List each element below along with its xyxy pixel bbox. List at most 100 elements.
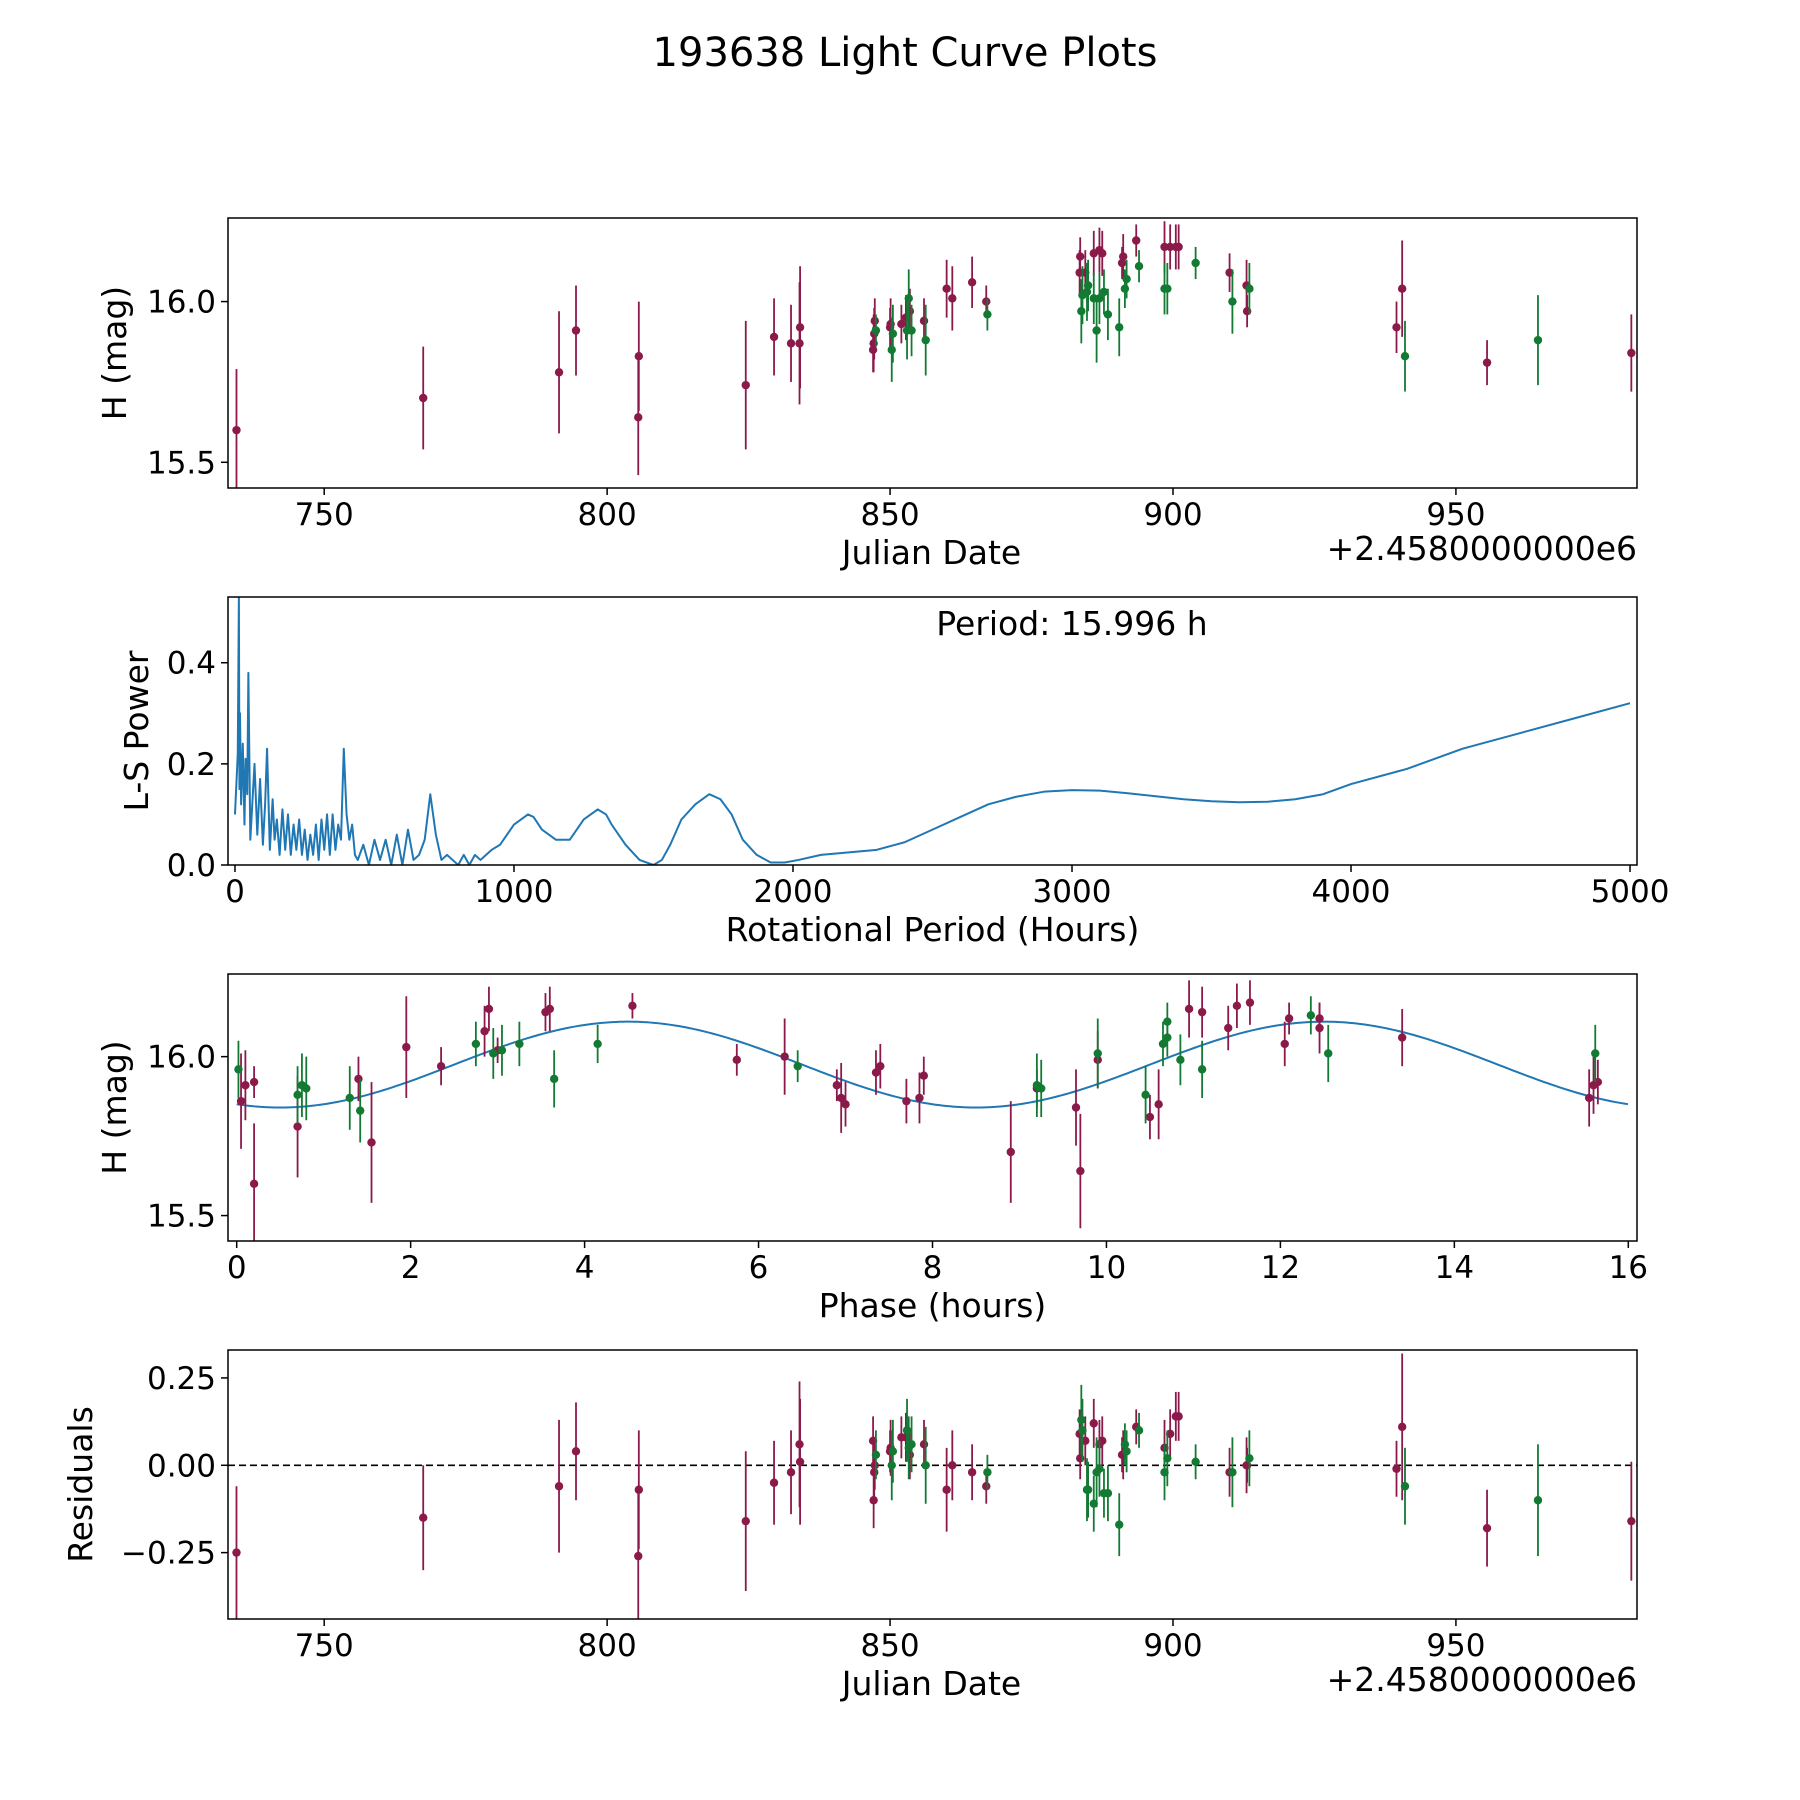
- data-point: [871, 1450, 881, 1460]
- data-point: [1228, 1468, 1237, 1477]
- data-point: [841, 1100, 850, 1109]
- data-point: [741, 380, 750, 390]
- data-point: [1176, 1055, 1185, 1065]
- data-point: [1174, 1412, 1183, 1421]
- y-tick-label: 16.0: [147, 1040, 216, 1076]
- y-axis-label: Residuals: [61, 1406, 100, 1563]
- data-point: [1092, 326, 1101, 335]
- data-point: [1533, 1496, 1543, 1505]
- data-point: [919, 1440, 929, 1449]
- x-tick-label: 750: [295, 497, 354, 533]
- data-point: [1627, 1516, 1636, 1526]
- data-point: [1482, 358, 1492, 367]
- data-point: [1115, 1520, 1124, 1529]
- data-point: [1077, 307, 1086, 316]
- panel-residuals: 750 800 850 900 950 −0.25 0.00 0.25 Julian Date R…: [61, 1349, 1638, 1703]
- data-point: [870, 316, 879, 326]
- x-tick-label: 0: [227, 1250, 247, 1286]
- data-point: [1280, 1039, 1289, 1049]
- data-point: [1191, 1457, 1200, 1466]
- x-tick-label: 750: [295, 1628, 354, 1664]
- axes-frame: [227, 1349, 1638, 1620]
- data-point: [367, 1138, 376, 1147]
- data-point: [769, 1478, 779, 1487]
- data-point: [628, 1001, 637, 1010]
- x-axis-label: Rotational Period (Hours): [726, 910, 1140, 949]
- data-point: [741, 1516, 750, 1526]
- x-tick-label: 0: [225, 874, 245, 910]
- data-point: [1392, 1464, 1401, 1473]
- panel-periodogram: 0 1000 2000 3000 4000 5000 0.0 0.2 0.4 Rotational…: [117, 596, 1669, 949]
- data-point: [480, 1027, 489, 1036]
- data-point: [888, 1447, 898, 1456]
- y-tick-label: 15.5: [147, 445, 216, 481]
- data-point: [1397, 284, 1407, 293]
- data-point: [780, 1052, 789, 1061]
- data-point: [1075, 252, 1085, 261]
- data-point: [902, 1426, 912, 1435]
- data-point: [1627, 348, 1636, 358]
- data-point: [921, 335, 930, 345]
- data-point: [489, 1049, 498, 1058]
- plot-area: [233, 597, 1631, 865]
- data-point: [1174, 242, 1183, 252]
- data-point: [942, 284, 951, 293]
- data-point: [870, 1461, 879, 1470]
- data-point: [1533, 335, 1543, 345]
- data-point: [1082, 287, 1092, 297]
- data-point: [1071, 1103, 1081, 1112]
- data-point: [948, 1461, 957, 1470]
- data-point: [1224, 1023, 1233, 1033]
- data-point: [786, 1468, 796, 1477]
- x-tick-label: 4000: [1312, 874, 1391, 910]
- data-point: [948, 294, 957, 303]
- data-point: [571, 326, 581, 335]
- y-tick-label: 16.0: [147, 285, 216, 321]
- data-point: [1103, 310, 1113, 319]
- data-point: [1095, 294, 1104, 303]
- data-point: [1158, 1039, 1168, 1049]
- data-point: [549, 1074, 559, 1084]
- data-point: [419, 1513, 428, 1522]
- panel-phased: 0 2 4 6 8 10 12 14 16 15.5 16.0 Phase (hours) H (mag…: [95, 973, 1648, 1325]
- data-point: [982, 1482, 991, 1491]
- data-point: [1115, 323, 1124, 332]
- data-point: [1117, 258, 1127, 268]
- data-point: [1397, 1422, 1407, 1432]
- data-point: [1120, 1440, 1130, 1449]
- data-point: [1584, 1093, 1594, 1103]
- data-point: [1197, 1007, 1207, 1017]
- x-tick-label: 4: [575, 1250, 595, 1286]
- x-tick-label: 800: [578, 1628, 637, 1664]
- series-filter_a: [232, 1353, 1636, 1619]
- data-point: [1099, 287, 1109, 297]
- data-point: [982, 297, 991, 306]
- data-point: [232, 425, 241, 435]
- x-tick-label: 2000: [754, 874, 833, 910]
- data-point: [887, 345, 896, 354]
- x-tick-label: 850: [860, 497, 919, 533]
- data-point: [236, 1096, 246, 1106]
- data-point: [1006, 1147, 1015, 1157]
- series-filter_a: [232, 221, 1636, 488]
- series-filter_b: [234, 996, 1600, 1143]
- data-point: [545, 1004, 555, 1014]
- x-tick-label: 900: [1143, 497, 1202, 533]
- data-point: [232, 1548, 241, 1557]
- data-point: [593, 1039, 602, 1049]
- y-tick-label: 0.25: [147, 1361, 216, 1397]
- data-point: [832, 1081, 842, 1090]
- data-point: [571, 1447, 581, 1456]
- data-point: [967, 1468, 977, 1477]
- series-filter_b: [871, 246, 1543, 392]
- data-point: [1122, 1447, 1131, 1456]
- x-tick-label: 950: [1426, 1628, 1485, 1664]
- x-tick-label: 8: [923, 1250, 943, 1286]
- data-point: [871, 1068, 881, 1077]
- x-axis-label: Julian Date: [840, 533, 1022, 572]
- x-tick-label: 6: [749, 1250, 769, 1286]
- data-point: [1324, 1049, 1333, 1058]
- y-tick-label: 0.2: [167, 747, 216, 783]
- data-point: [897, 319, 906, 329]
- data-point: [1163, 284, 1172, 293]
